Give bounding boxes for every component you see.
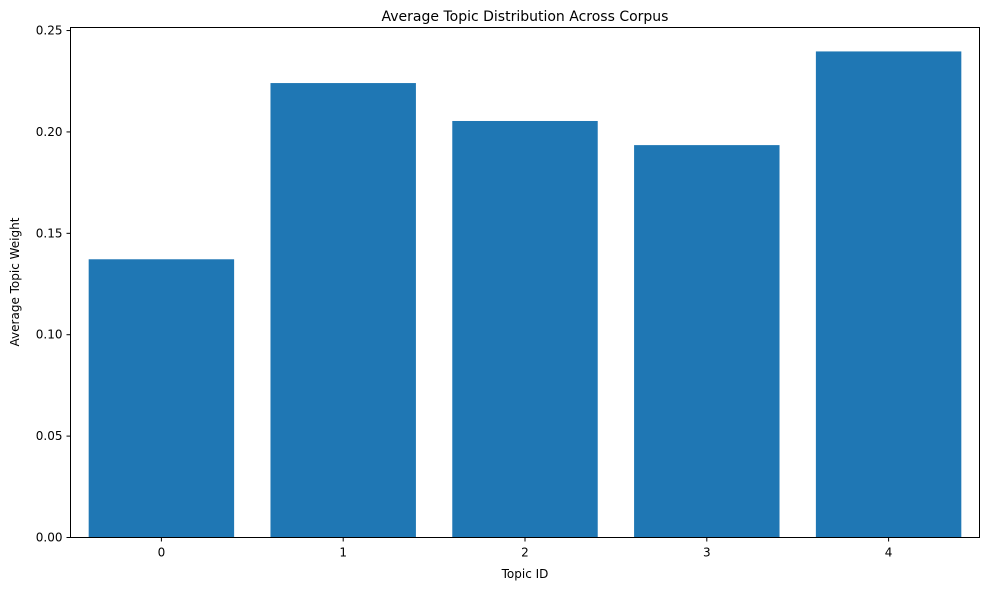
- x-axis-label: Topic ID: [501, 567, 549, 581]
- plot-frame: [70, 27, 980, 538]
- x-tick-label: 0: [158, 546, 166, 560]
- bar-topic-2: [452, 120, 598, 538]
- bars-group: [88, 51, 962, 538]
- x-tick-label: 3: [703, 546, 711, 560]
- y-tick-label: 0.00: [36, 531, 63, 545]
- x-axis-ticks: 0 1 2 3 4: [158, 537, 893, 560]
- bar-topic-4: [815, 51, 962, 538]
- y-tick-label: 0.15: [36, 226, 63, 240]
- x-tick-label: 4: [885, 546, 893, 560]
- y-tick-label: 0.20: [36, 125, 63, 139]
- bar-topic-0: [88, 259, 235, 538]
- chart-title: Average Topic Distribution Across Corpus: [382, 9, 669, 25]
- x-tick-label: 2: [521, 546, 529, 560]
- y-tick-label: 0.25: [36, 24, 63, 38]
- y-tick-label: 0.05: [36, 429, 63, 443]
- bar-topic-3: [634, 145, 780, 538]
- x-tick-label: 1: [339, 546, 347, 560]
- y-tick-label: 0.10: [36, 328, 63, 342]
- bar-topic-1: [270, 83, 416, 538]
- y-axis-label: Average Topic Weight: [8, 217, 22, 346]
- y-axis-ticks: 0.00 0.05 0.10 0.15 0.20 0.25: [36, 24, 71, 545]
